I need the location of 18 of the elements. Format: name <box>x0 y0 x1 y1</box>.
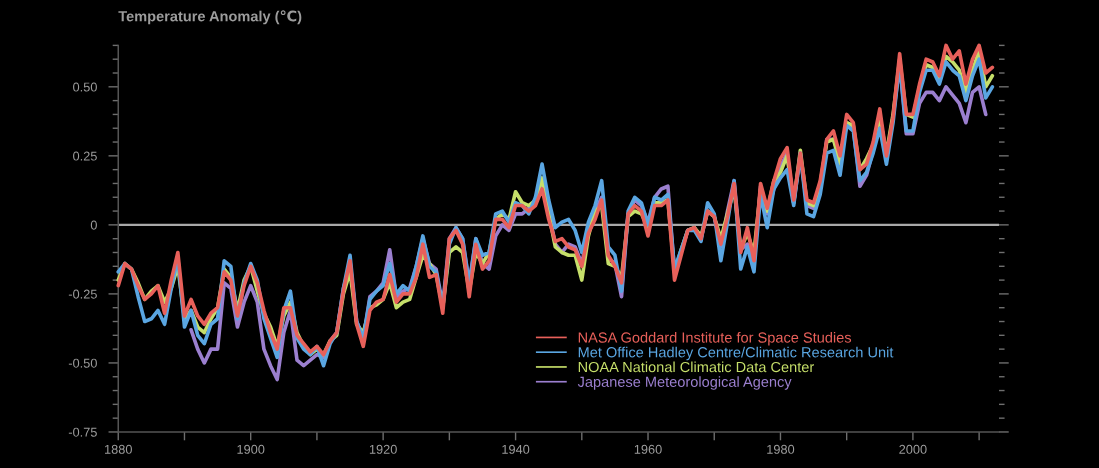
x-tick-label: 1920 <box>369 444 397 454</box>
x-tick-label: 1880 <box>105 444 132 454</box>
legend-label: NOAA National Climatic Data Center <box>578 361 815 373</box>
y-tick-label: 0.50 <box>73 82 97 92</box>
legend-label: Met Office Hadley Centre/Climatic Research Unit <box>578 346 894 361</box>
y-tick-label: -0.50 <box>68 358 97 368</box>
chart-title: Temperature Anomaly (℃) <box>118 10 302 25</box>
x-tick-label: 2000 <box>899 444 927 454</box>
y-tick-label: 0.25 <box>73 151 97 161</box>
legend-label: Japanese Meteorological Agency <box>577 376 792 390</box>
y-tick-label: 0 <box>90 220 97 230</box>
x-tick-label: 1940 <box>502 444 530 454</box>
x-tick-label: 1900 <box>237 444 265 454</box>
legend-label: NASA Goddard Institute for Space Studies <box>578 331 852 346</box>
y-tick-label: -0.25 <box>68 289 97 299</box>
x-tick-label: 1960 <box>634 444 662 454</box>
y-tick-label: -0.75 <box>68 427 97 437</box>
x-tick-label: 1980 <box>767 444 795 454</box>
